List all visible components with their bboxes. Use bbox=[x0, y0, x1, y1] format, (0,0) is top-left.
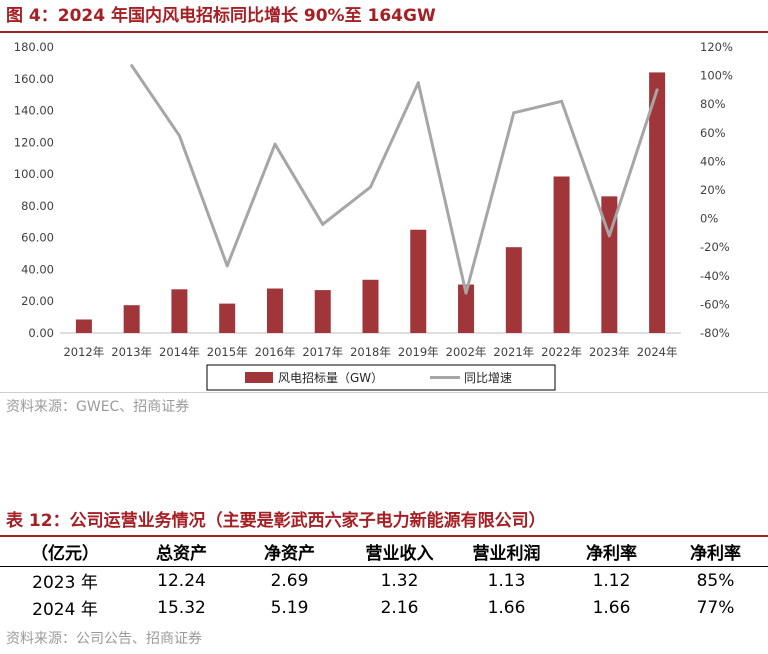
x-tick-label: 2018年 bbox=[350, 345, 391, 359]
figure-title: 图 4：2024 年国内风电招标同比增长 90%至 164GW bbox=[6, 6, 436, 26]
table-cell: 2024 年 bbox=[32, 600, 98, 620]
y-left-tick: 0.00 bbox=[28, 326, 54, 340]
y-right-tick: 20% bbox=[700, 183, 726, 197]
x-tick-label: 2019年 bbox=[398, 345, 439, 359]
x-tick-label: 2014年 bbox=[159, 345, 200, 359]
growth-point-2014年 bbox=[177, 134, 181, 138]
legend-line-label: 同比增速 bbox=[464, 371, 512, 385]
header-unit: （亿元） bbox=[0, 536, 130, 567]
header-revenue: 营业收入 bbox=[346, 536, 453, 567]
growth-point-2017年 bbox=[321, 222, 325, 226]
growth-point-2021年 bbox=[512, 111, 516, 115]
bar-2012年 bbox=[75, 319, 92, 333]
y-left-tick: 60.00 bbox=[21, 231, 54, 245]
growth-point-2022年 bbox=[560, 99, 564, 103]
y-right-tick: 0% bbox=[700, 212, 718, 226]
table-cell: 1.12 bbox=[592, 570, 631, 591]
bar-2024年 bbox=[649, 72, 666, 333]
growth-point-2013年 bbox=[130, 64, 134, 68]
table-cell: 1.66 bbox=[487, 597, 526, 618]
y-left-tick: 100.00 bbox=[14, 167, 54, 181]
bar-2021年 bbox=[505, 247, 522, 333]
x-tick-label: 2024年 bbox=[637, 345, 678, 359]
bar-2017年 bbox=[314, 290, 331, 333]
growth-point-2019年 bbox=[416, 81, 420, 85]
y-left-tick: 40.00 bbox=[21, 262, 54, 276]
y-left-tick: 180.00 bbox=[14, 40, 54, 54]
y-right-tick: -80% bbox=[700, 326, 730, 340]
x-tick-label: 2012年 bbox=[63, 345, 104, 359]
table-cell: 2023 年 bbox=[32, 573, 98, 593]
bar-2015年 bbox=[219, 303, 236, 333]
bar-2002年 bbox=[458, 284, 475, 333]
legend-bar-swatch bbox=[245, 372, 273, 383]
bar-2016年 bbox=[266, 288, 283, 333]
figure-source: 资料来源：GWEC、招商证券 bbox=[6, 399, 190, 415]
x-tick-label: 2023年 bbox=[589, 345, 630, 359]
y-right-tick: 60% bbox=[700, 126, 726, 140]
table-row: 2024 年 15.32 5.19 2.16 1.66 1.66 77% bbox=[0, 594, 768, 621]
table-cell: 2.69 bbox=[270, 570, 309, 591]
growth-point-2002年 bbox=[464, 291, 468, 295]
bar-2022年 bbox=[553, 176, 570, 333]
table-cell: 1.32 bbox=[380, 570, 419, 591]
legend-box bbox=[206, 364, 556, 391]
table-cell: 2.16 bbox=[380, 597, 419, 618]
x-tick-label: 2015年 bbox=[207, 345, 248, 359]
x-tick-label: 2021年 bbox=[493, 345, 534, 359]
y-right-tick: 40% bbox=[700, 154, 726, 168]
bar-2023年 bbox=[601, 196, 618, 333]
header-total-assets: 总资产 bbox=[130, 536, 233, 567]
bar-2019年 bbox=[410, 229, 427, 333]
table-cell: 1.13 bbox=[487, 570, 526, 591]
bar-2013年 bbox=[123, 305, 140, 333]
x-tick-label: 2013年 bbox=[111, 345, 152, 359]
growth-point-2018年 bbox=[369, 185, 372, 189]
x-tick-label: 2022年 bbox=[541, 345, 582, 359]
growth-point-2023年 bbox=[607, 234, 611, 238]
y-right-tick: 120% bbox=[700, 40, 733, 54]
header-net-profit: 净利率 bbox=[560, 536, 663, 567]
x-tick-label: 2002年 bbox=[446, 345, 487, 359]
table-cell: 77% bbox=[696, 597, 735, 618]
x-tick-label: 2016年 bbox=[255, 345, 296, 359]
bar-2018年 bbox=[362, 279, 379, 333]
table-cell: 85% bbox=[696, 570, 735, 591]
growth-point-2016年 bbox=[273, 142, 277, 146]
x-tick-label: 2017年 bbox=[302, 345, 343, 359]
table-title: 表 12：公司运营业务情况（主要是彰武西六家子电力新能源有限公司） bbox=[6, 511, 546, 531]
y-right-tick: -20% bbox=[700, 240, 730, 254]
growth-rate-line bbox=[130, 64, 659, 295]
table-cell: 5.19 bbox=[270, 597, 309, 618]
y-right-tick: -60% bbox=[700, 297, 730, 311]
chart-bottom-rule bbox=[0, 392, 768, 393]
wind-tender-chart: 0.00 20.00 40.00 60.00 80.00 100.00 120.00 140.… bbox=[14, 40, 733, 391]
table-cell: 1.66 bbox=[592, 597, 631, 618]
y-right-tick: 100% bbox=[700, 69, 733, 83]
header-net-assets: 净资产 bbox=[233, 536, 346, 567]
growth-point-2015年 bbox=[225, 264, 229, 268]
y-left-tick: 120.00 bbox=[14, 135, 54, 149]
y-right-tick: -40% bbox=[700, 269, 730, 283]
header-operating-profit: 营业利润 bbox=[453, 536, 560, 567]
growth-point-2024年 bbox=[655, 88, 659, 92]
table-cell: 15.32 bbox=[157, 597, 206, 618]
table-header-row: （亿元） 总资产 净资产 营业收入 营业利润 净利率 净利率 bbox=[0, 536, 768, 567]
bar-2014年 bbox=[171, 289, 188, 333]
figure-title-rule bbox=[0, 31, 768, 33]
y-right-tick: 80% bbox=[700, 97, 726, 111]
table-row: 2023 年 12.24 2.69 1.32 1.13 1.12 85% bbox=[0, 567, 768, 595]
table-cell: 12.24 bbox=[157, 570, 206, 591]
header-net-margin: 净利率 bbox=[663, 536, 768, 567]
operations-table: （亿元） 总资产 净资产 营业收入 营业利润 净利率 净利率 2023 年 12… bbox=[0, 536, 768, 621]
table-source: 资料来源：公司公告、招商证券 bbox=[6, 631, 202, 647]
y-left-tick: 160.00 bbox=[14, 72, 54, 86]
y-left-tick: 140.00 bbox=[14, 104, 54, 118]
y-left-tick: 80.00 bbox=[21, 199, 54, 213]
y-left-tick: 20.00 bbox=[21, 294, 54, 308]
legend-bar-label: 风电招标量（GW） bbox=[278, 371, 383, 385]
